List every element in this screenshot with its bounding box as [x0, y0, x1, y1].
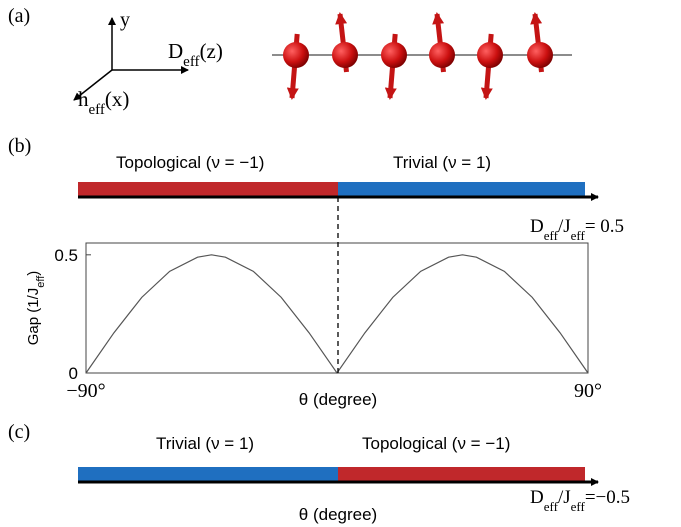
- subscript: eff: [35, 275, 47, 288]
- spin-atom: [332, 42, 358, 68]
- x-tick-label: −90°: [66, 380, 105, 402]
- text-part: h: [78, 87, 89, 111]
- y-axis-label: Gap (1/Jeff): [25, 271, 47, 346]
- y-tick-label: 0.5: [54, 246, 78, 265]
- subscript: eff: [544, 499, 559, 514]
- text-part: ): [25, 271, 42, 276]
- subscript: eff: [89, 102, 105, 118]
- panel-label: (c): [8, 421, 30, 443]
- text-part: D: [168, 39, 183, 63]
- text-part: (z): [200, 39, 223, 63]
- axis-label: Deff(z): [168, 39, 223, 70]
- subscript: eff: [183, 54, 199, 70]
- phase-label: Trivial (ν = 1): [393, 153, 491, 172]
- gap-line: [85, 254, 589, 375]
- subscript: eff: [544, 228, 559, 243]
- text-part: =−0.5: [585, 487, 630, 508]
- text-part: D: [530, 216, 544, 237]
- text-part: /J: [558, 487, 571, 508]
- phase-bar: [78, 182, 338, 197]
- x-axis-label: θ (degree): [299, 505, 377, 524]
- spin-atom: [381, 42, 407, 68]
- y-tick-label: 0: [69, 364, 78, 383]
- spin-atom: [283, 42, 309, 68]
- phase-label: Topological (ν = −1): [116, 153, 264, 172]
- text-part: D: [530, 487, 544, 508]
- panel-label: (b): [8, 135, 31, 157]
- phase-bar: [78, 467, 338, 482]
- ratio-label: Deff/Jeff= 0.5: [530, 216, 624, 243]
- plot-frame: [85, 242, 589, 374]
- phase-label: Trivial (ν = 1): [156, 434, 254, 453]
- phase-bar: [338, 467, 585, 482]
- spin-atom: [477, 42, 503, 68]
- text-part: Gap (1/J: [25, 288, 42, 346]
- x-tick-label: 90°: [574, 380, 602, 402]
- phase-label: Topological (ν = −1): [362, 434, 510, 453]
- text-part: = 0.5: [585, 216, 624, 237]
- text-part: (x): [105, 87, 130, 111]
- axes-diagram: [73, 17, 189, 101]
- phase-bar: [338, 182, 585, 197]
- subscript: eff: [571, 499, 586, 514]
- spin-atom: [527, 42, 553, 68]
- spin-chain: [272, 12, 572, 100]
- x-axis-label: θ (degree): [299, 390, 377, 409]
- spin-atom: [429, 42, 455, 68]
- ratio-label: Deff/Jeff=−0.5: [530, 487, 630, 514]
- panel-label: (a): [8, 5, 30, 27]
- subscript: eff: [571, 228, 586, 243]
- axis-label: heff(x): [78, 87, 129, 118]
- axis-label: y: [120, 9, 130, 31]
- text-part: /J: [558, 216, 571, 237]
